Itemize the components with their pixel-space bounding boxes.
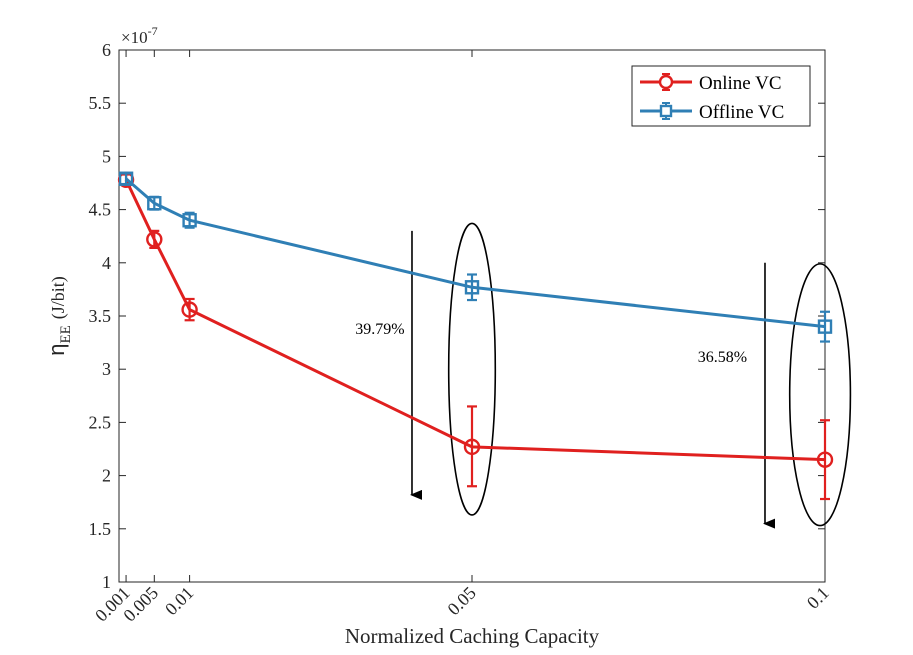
plot-area <box>118 49 826 583</box>
data-point <box>118 171 134 186</box>
y-axis-symbol: η <box>44 344 69 356</box>
percentage-annotation: 36.58% <box>698 349 747 366</box>
highlight-ellipse <box>788 263 852 527</box>
y-tick-label: 1 <box>102 572 111 592</box>
x-tick-label: 0.01 <box>161 583 197 619</box>
y-tick-label: 4 <box>102 253 111 273</box>
y-axis: 1 1.5 2 2.5 3 3.5 4 4.5 5 5.5 6 <box>89 40 825 592</box>
y-tick-label: 5 <box>102 146 111 166</box>
legend-label: Offline VC <box>699 102 784 123</box>
y-tick-label: 1.5 <box>89 519 112 539</box>
highlight-ellipse <box>447 222 497 516</box>
data-point <box>817 319 833 334</box>
data-point <box>182 213 197 228</box>
x-axis-label: Normalized Caching Capacity <box>345 624 600 648</box>
legend-marker <box>659 104 673 118</box>
y-axis-unit: (J/bit) <box>48 276 69 319</box>
annotation-layer: 39.79% 36.58% <box>355 222 852 529</box>
y-tick-label: 6 <box>102 40 111 60</box>
x-tick-label: 0.1 <box>803 583 833 613</box>
svg-text:ηEE(J/bit): ηEE (J/bit) <box>44 276 74 356</box>
exponent-label: ×10-7 <box>121 24 158 47</box>
legend-label: Online VC <box>699 73 782 94</box>
y-tick-label: 4.5 <box>89 200 112 220</box>
percentage-annotation: 39.79% <box>355 321 404 338</box>
data-point <box>146 231 163 248</box>
data-point <box>181 301 198 318</box>
series-layer <box>117 171 834 501</box>
y-tick-label: 3.5 <box>89 306 112 326</box>
x-tick-label: 0.05 <box>443 583 479 619</box>
legend: Online VC Offline VC <box>631 65 811 127</box>
y-tick-label: 2 <box>102 466 111 486</box>
data-point <box>463 438 481 456</box>
legend-marker <box>658 74 674 90</box>
y-tick-label: 3 <box>102 359 111 379</box>
y-axis-label: ηEE (J/bit) <box>44 276 74 356</box>
data-point <box>816 451 834 468</box>
data-point <box>147 196 162 211</box>
data-point <box>464 280 480 295</box>
series-offline-vc <box>118 171 833 343</box>
y-axis-subscript: EE <box>58 325 74 343</box>
y-tick-label: 2.5 <box>89 412 112 432</box>
y-tick-label: 5.5 <box>89 93 112 113</box>
